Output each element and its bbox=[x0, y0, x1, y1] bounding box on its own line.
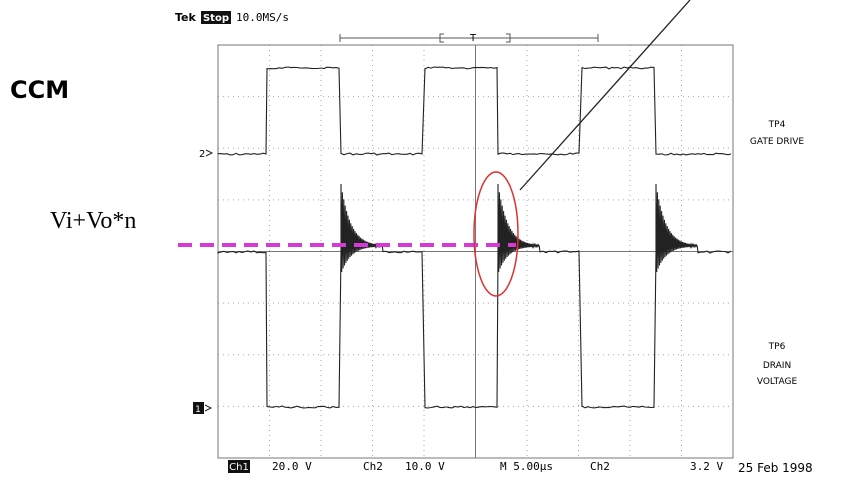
pointer-line bbox=[520, 0, 690, 190]
status: Stop bbox=[203, 13, 229, 24]
ch-label: DRAIN bbox=[763, 361, 791, 371]
footer-trigger-source: Ch2 bbox=[590, 460, 610, 473]
ch-label: TP4 bbox=[768, 120, 786, 130]
footer-ch1: Ch1 bbox=[229, 462, 249, 473]
ch1-marker: 1 bbox=[195, 405, 201, 415]
footer-timebase: M 5.00µs bbox=[500, 460, 553, 473]
screenshot: Tek Stop 10.0MS/s T CCM Vi+Vo*n 2 TP4 GA… bbox=[0, 0, 845, 483]
brand: Tek bbox=[175, 11, 197, 24]
footer-ch2: Ch2 bbox=[363, 460, 383, 473]
footer-trigger-level: 3.2 V bbox=[690, 460, 723, 473]
trigger-marker: T bbox=[469, 33, 477, 44]
level-label: Vi+Vo*n bbox=[50, 208, 136, 234]
ch2-marker: 2 bbox=[199, 149, 205, 160]
footer-date: 25 Feb 1998 bbox=[738, 461, 813, 475]
footer-ch1-scale: 20.0 V bbox=[272, 460, 312, 473]
ch-label: GATE DRIVE bbox=[750, 137, 804, 147]
footer-ch2-scale: 10.0 V bbox=[405, 460, 445, 473]
sample-rate: 10.0MS/s bbox=[236, 11, 289, 24]
ch1-arrow bbox=[205, 405, 211, 411]
ch-label: TP6 bbox=[768, 342, 786, 352]
gate-waveform bbox=[218, 67, 731, 155]
mode-label: CCM bbox=[10, 76, 69, 104]
ch2-arrow bbox=[206, 150, 212, 156]
ch-label: VOLTAGE bbox=[757, 377, 798, 387]
